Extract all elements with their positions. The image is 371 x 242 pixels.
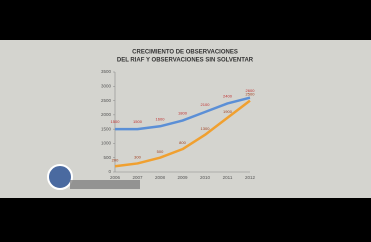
- value-label: 300: [134, 154, 141, 159]
- x-tick-label: 2011: [223, 175, 233, 180]
- y-tick-label: 1500: [101, 126, 112, 131]
- x-tick-label: 2012: [245, 175, 256, 180]
- y-tick-label: 1000: [101, 141, 112, 146]
- value-label: 1900: [223, 109, 233, 114]
- x-tick-label: 2007: [132, 175, 143, 180]
- value-label: 1500: [111, 119, 121, 124]
- value-label: 500: [157, 149, 164, 154]
- screen: CRECIMIENTO DE OBSERVACIONES DEL RIAF Y …: [0, 0, 371, 242]
- chart-title: CRECIMIENTO DE OBSERVACIONES: [132, 50, 238, 56]
- x-tick-label: 2010: [200, 175, 211, 180]
- value-label: 2400: [223, 93, 233, 98]
- value-label: 200: [112, 157, 119, 162]
- x-tick-label: 2008: [155, 175, 166, 180]
- y-tick-label: 2500: [101, 98, 112, 103]
- value-label: 1500: [133, 119, 143, 124]
- value-label: 1300: [201, 126, 211, 131]
- y-tick-label: 2000: [101, 112, 112, 117]
- x-tick-label: 2006: [110, 175, 121, 180]
- value-label: 800: [179, 140, 186, 145]
- value-label: 1600: [156, 116, 166, 121]
- value-label: 1800: [178, 111, 188, 116]
- y-tick-label: 3500: [101, 69, 112, 74]
- value-label: 2100: [201, 102, 211, 107]
- y-tick-label: 3000: [101, 83, 112, 88]
- chart-subtitle: DEL RIAF Y OBSERVACIONES SIN SOLVENTAR: [117, 58, 254, 64]
- y-tick-label: 500: [103, 155, 111, 160]
- value-label: 2500: [246, 92, 256, 97]
- x-tick-label: 2009: [177, 175, 188, 180]
